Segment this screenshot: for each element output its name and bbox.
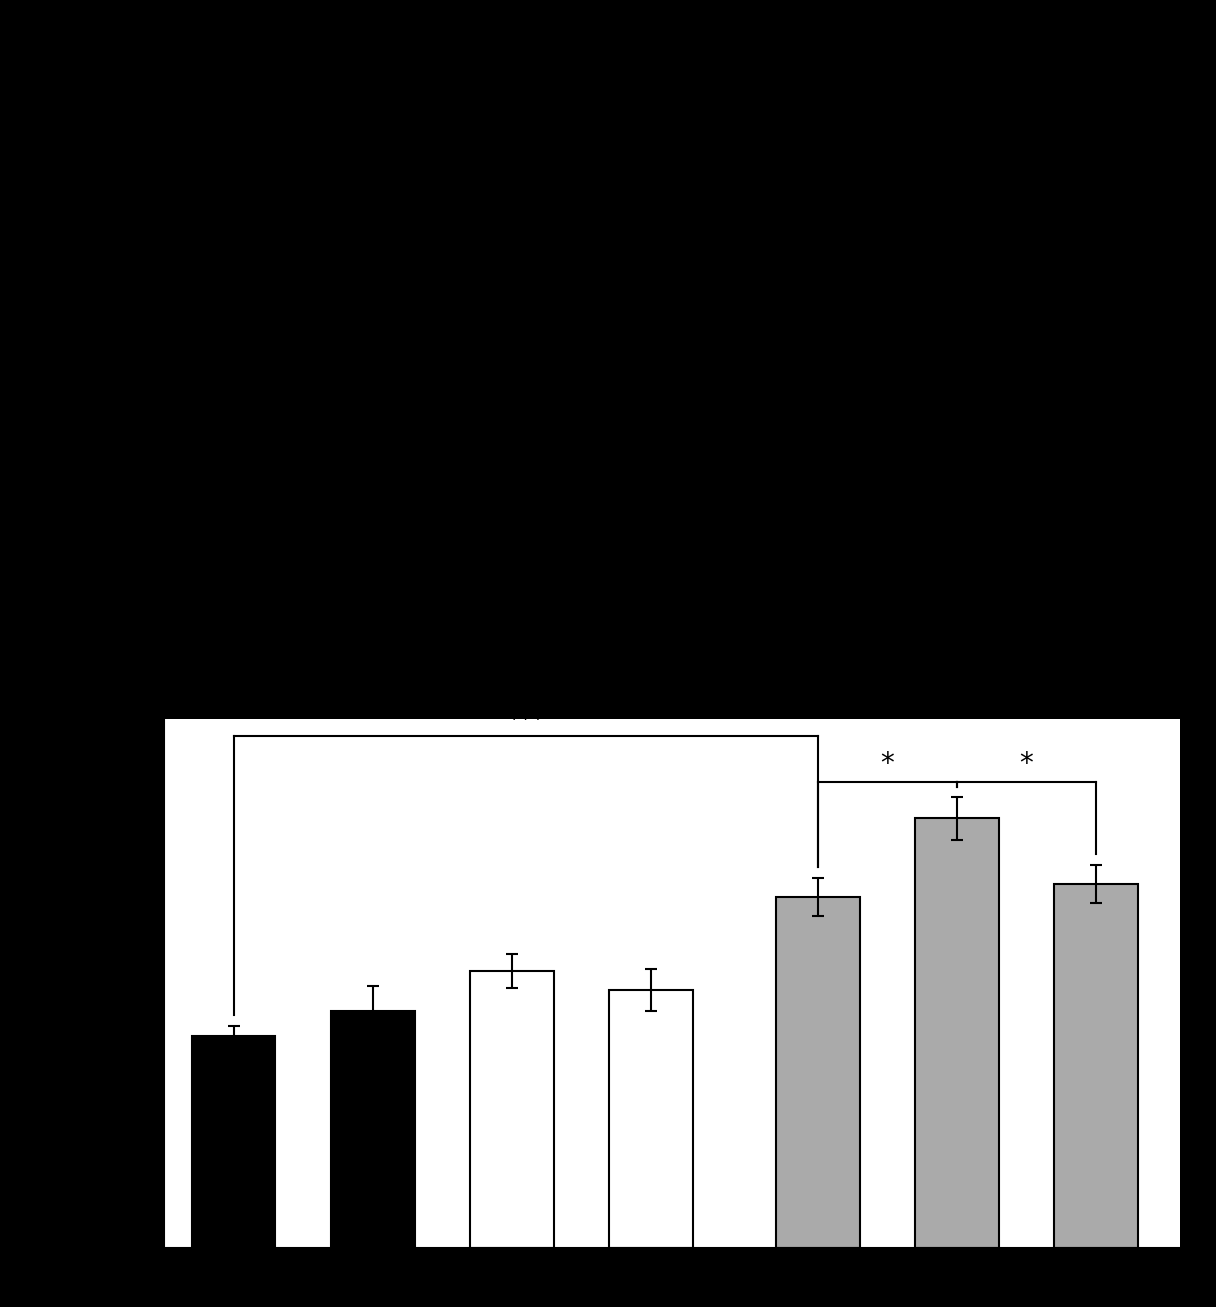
Text: *: *	[1020, 750, 1034, 778]
Bar	[609, 989, 693, 1248]
Bar	[916, 818, 998, 1248]
Text: *: *	[880, 750, 894, 778]
Bar	[471, 971, 553, 1248]
Y-axis label: Белок Arc: Белок Arc	[90, 923, 114, 1044]
Bar	[1054, 884, 1138, 1248]
Bar	[192, 1036, 276, 1248]
Text: ***: ***	[507, 707, 545, 732]
Bar	[331, 1012, 415, 1248]
Bar	[776, 897, 860, 1248]
